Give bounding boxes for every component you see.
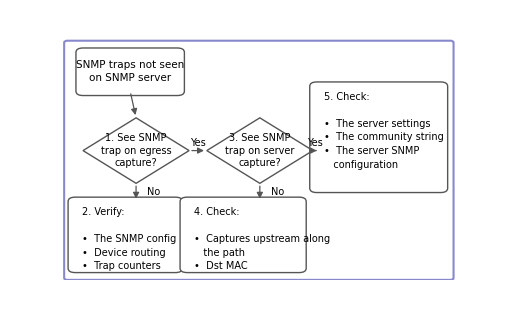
- Text: 1. See SNMP
trap on egress
capture?: 1. See SNMP trap on egress capture?: [101, 133, 171, 168]
- FancyBboxPatch shape: [68, 197, 183, 272]
- Polygon shape: [83, 118, 189, 183]
- Text: SNMP traps not seen
on SNMP server: SNMP traps not seen on SNMP server: [76, 60, 185, 83]
- Text: 4. Check:

•  Captures upstream along
   the path
•  Dst MAC: 4. Check: • Captures upstream along the …: [194, 207, 331, 271]
- Polygon shape: [207, 118, 313, 183]
- Text: No: No: [147, 187, 160, 198]
- FancyBboxPatch shape: [310, 82, 448, 192]
- FancyBboxPatch shape: [76, 48, 185, 95]
- Text: No: No: [271, 187, 284, 198]
- Text: 2. Verify:

•  The SNMP config
•  Device routing
•  Trap counters: 2. Verify: • The SNMP config • Device ro…: [82, 207, 176, 271]
- FancyBboxPatch shape: [64, 41, 454, 280]
- Text: Yes: Yes: [307, 138, 323, 148]
- Text: Yes: Yes: [190, 138, 206, 148]
- Text: 3. See SNMP
trap on server
capture?: 3. See SNMP trap on server capture?: [225, 133, 295, 168]
- FancyBboxPatch shape: [180, 197, 306, 272]
- Text: 5. Check:

•  The server settings
•  The community string
•  The server SNMP
   : 5. Check: • The server settings • The co…: [324, 92, 444, 170]
